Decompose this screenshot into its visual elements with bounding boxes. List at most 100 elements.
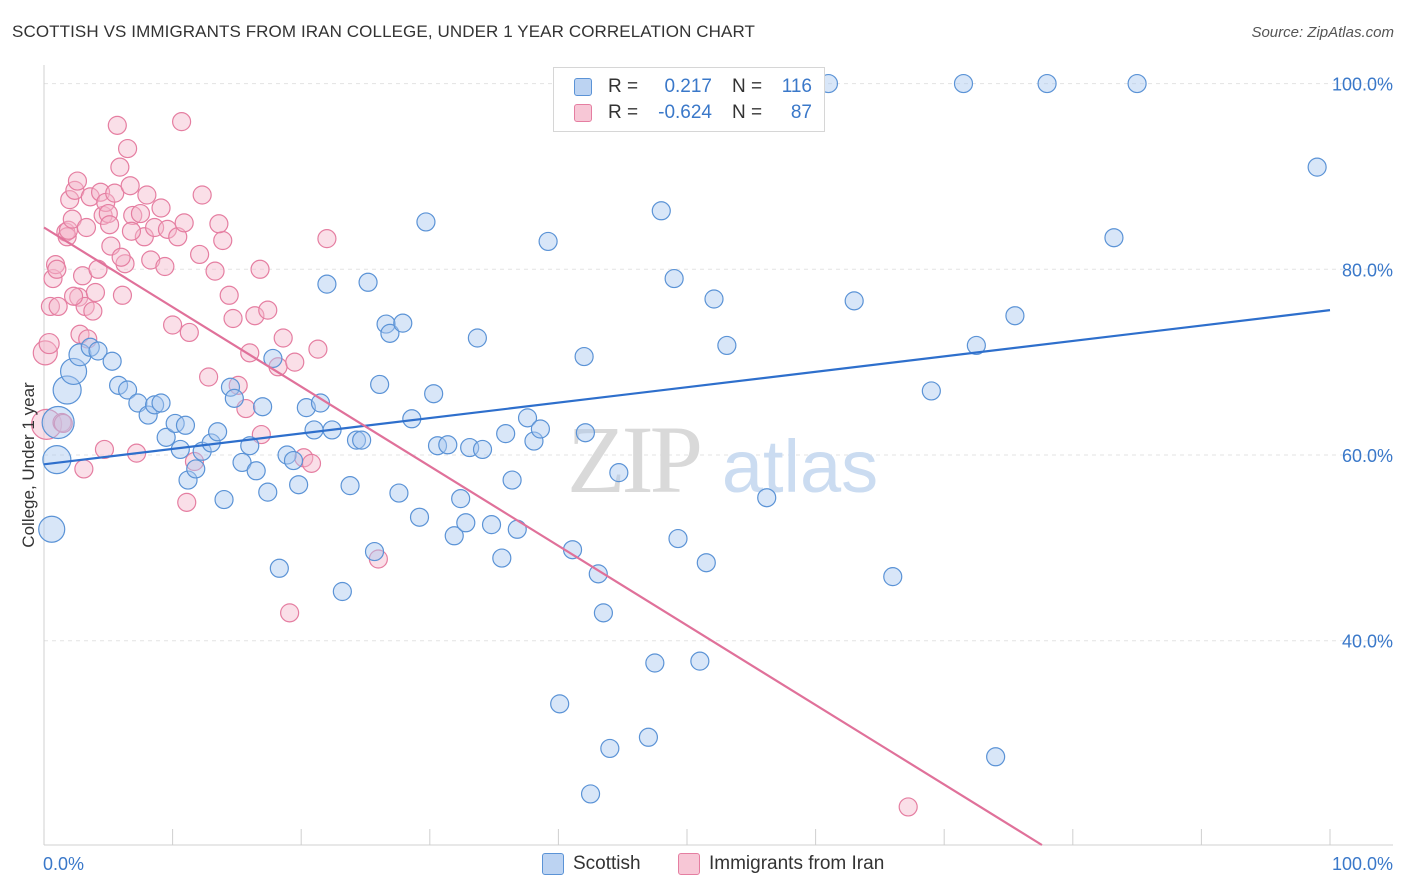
trend-lines xyxy=(43,226,1331,846)
iran-trend-line xyxy=(43,226,1043,846)
scottish-swatch xyxy=(574,78,592,96)
iran-point xyxy=(273,328,293,348)
iran-point xyxy=(280,603,300,623)
scottish-point xyxy=(472,439,493,460)
scottish-point xyxy=(59,357,88,386)
iran-point xyxy=(43,268,63,289)
scottish-point xyxy=(517,408,538,428)
legend-n-label: N = xyxy=(732,102,763,123)
iran-point xyxy=(317,229,337,249)
iran-point xyxy=(48,296,68,317)
scottish-point xyxy=(258,482,278,502)
scottish-point xyxy=(444,526,464,546)
series-iran-points xyxy=(30,112,918,817)
scottish-point xyxy=(393,313,413,333)
scottish-point xyxy=(224,388,244,408)
scottish-point xyxy=(38,515,66,543)
y-axis-label: College, Under 1 year xyxy=(19,382,38,548)
iran-point xyxy=(163,315,183,335)
scottish-point xyxy=(1037,73,1057,94)
scottish-point xyxy=(638,727,659,747)
scottish-point xyxy=(953,73,974,94)
scottish-point xyxy=(416,212,436,232)
gridlines xyxy=(44,83,1393,642)
iran-point xyxy=(83,301,103,321)
iran-point xyxy=(90,182,111,202)
iran-point xyxy=(179,322,199,343)
y-tick-label: 100.0% xyxy=(1332,75,1393,95)
scottish-point xyxy=(263,348,283,369)
scottish-point xyxy=(1307,157,1327,177)
legend-r-label: R = xyxy=(608,102,639,123)
iran-point xyxy=(898,797,918,817)
scottish-point xyxy=(986,747,1006,767)
source-label: Source: ZipAtlas.com xyxy=(1251,24,1394,41)
scottish-point xyxy=(102,351,122,371)
iran-point xyxy=(192,185,212,205)
scottish-point xyxy=(456,513,476,533)
scottish-point xyxy=(574,346,594,367)
iran-point xyxy=(38,332,60,355)
iran-point xyxy=(120,176,140,196)
iran-point xyxy=(47,259,67,279)
iran-point xyxy=(94,439,115,460)
scottish-point xyxy=(883,567,903,587)
scottish-point xyxy=(588,564,608,584)
scottish-point xyxy=(52,375,82,405)
scottish-point xyxy=(530,419,550,439)
iran-point xyxy=(301,453,322,473)
iran-point xyxy=(155,256,175,277)
scottish-point xyxy=(41,405,75,440)
iran-point xyxy=(184,451,205,472)
iran-point xyxy=(130,203,151,224)
iran-point xyxy=(40,296,61,317)
scottish-point xyxy=(538,231,558,252)
iran-legend-swatch xyxy=(678,853,700,875)
scottish-point xyxy=(144,395,165,415)
scottish-point xyxy=(921,381,941,401)
scottish-point xyxy=(370,374,390,395)
chart-title: SCOTTISH VS IMMIGRANTS FROM IRAN COLLEGE… xyxy=(12,22,756,41)
scottish-point xyxy=(253,397,273,417)
y-tick-label: 60.0% xyxy=(1342,446,1393,466)
iran-point xyxy=(285,352,305,372)
scottish-point xyxy=(664,268,684,289)
scottish-trend-line xyxy=(43,309,1331,466)
scottish-point xyxy=(246,461,266,481)
scottish-point xyxy=(524,431,544,451)
scottish-point xyxy=(966,335,986,356)
iran-point xyxy=(99,215,120,235)
scottish-point xyxy=(451,489,471,509)
iran-point xyxy=(213,230,233,251)
iran-point xyxy=(53,413,73,434)
scottish-point xyxy=(352,430,372,450)
scottish-point xyxy=(232,452,252,473)
iran-point xyxy=(223,308,243,329)
scottish-point xyxy=(68,343,92,367)
scottish-point xyxy=(427,436,448,456)
iran-point xyxy=(76,217,97,238)
scottish-point xyxy=(304,420,324,440)
scottish-point xyxy=(317,274,337,294)
scottish-point xyxy=(269,558,289,578)
legend-n-value-scottish: 116 xyxy=(781,76,812,97)
iran-point xyxy=(52,412,72,433)
scottish-point xyxy=(156,427,176,447)
scottish-point xyxy=(467,328,487,348)
scottish-point xyxy=(600,738,620,759)
scottish-point xyxy=(844,291,864,311)
scottish-point xyxy=(175,415,196,435)
iran-swatch xyxy=(574,104,592,122)
iran-point xyxy=(137,185,157,205)
scottish-point xyxy=(481,515,502,535)
iran-point xyxy=(168,227,188,247)
iran-point xyxy=(85,282,106,303)
scottish-point xyxy=(220,377,241,397)
legend-row-iran: R = -0.624 N = 87 xyxy=(574,100,812,126)
iran-point xyxy=(88,259,108,279)
scottish-point xyxy=(704,289,724,309)
iran-point xyxy=(177,492,197,512)
scottish-point xyxy=(376,314,396,334)
bottom-legend-iran: Immigrants from Iran xyxy=(678,851,884,877)
